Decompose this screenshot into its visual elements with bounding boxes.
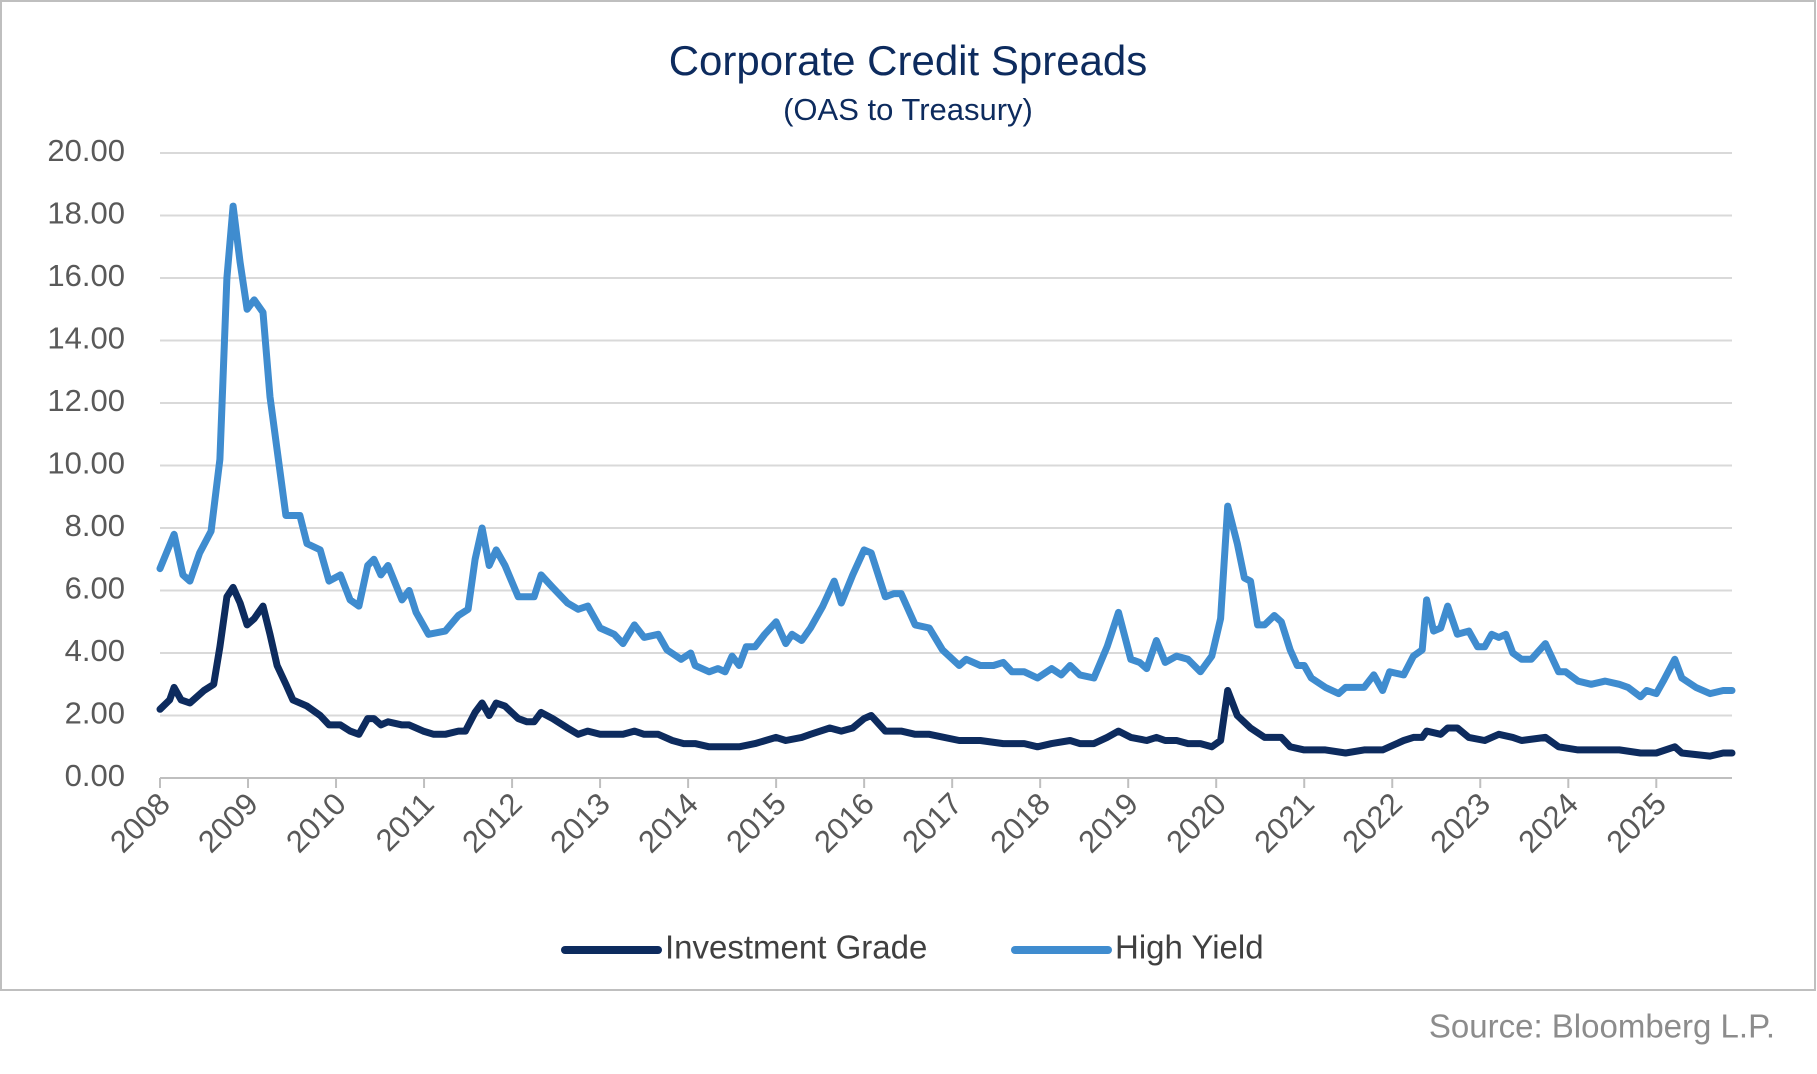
y-tick-label: 2.00 — [65, 696, 125, 731]
y-tick-label: 16.00 — [47, 258, 125, 293]
legend-label: High Yield — [1115, 929, 1264, 966]
y-tick-label: 8.00 — [65, 508, 125, 543]
series-line — [156, 583, 1736, 760]
y-tick-label: 20.00 — [47, 133, 125, 168]
y-tick-label: 0.00 — [65, 758, 125, 793]
chart-subtitle: (OAS to Treasury) — [783, 92, 1033, 127]
series-line — [156, 202, 1736, 701]
y-tick-label: 6.00 — [65, 571, 125, 606]
legend-label: Investment Grade — [665, 929, 927, 966]
chart-border — [0, 0, 1816, 991]
y-tick-label: 4.00 — [65, 633, 125, 668]
y-tick-label: 10.00 — [47, 446, 125, 481]
y-tick-label: 18.00 — [47, 196, 125, 231]
y-tick-label: 14.00 — [47, 321, 125, 356]
y-tick-label: 12.00 — [47, 383, 125, 418]
source-note: Source: Bloomberg L.P. — [1429, 1008, 1775, 1045]
chart-title: Corporate Credit Spreads — [669, 37, 1148, 84]
